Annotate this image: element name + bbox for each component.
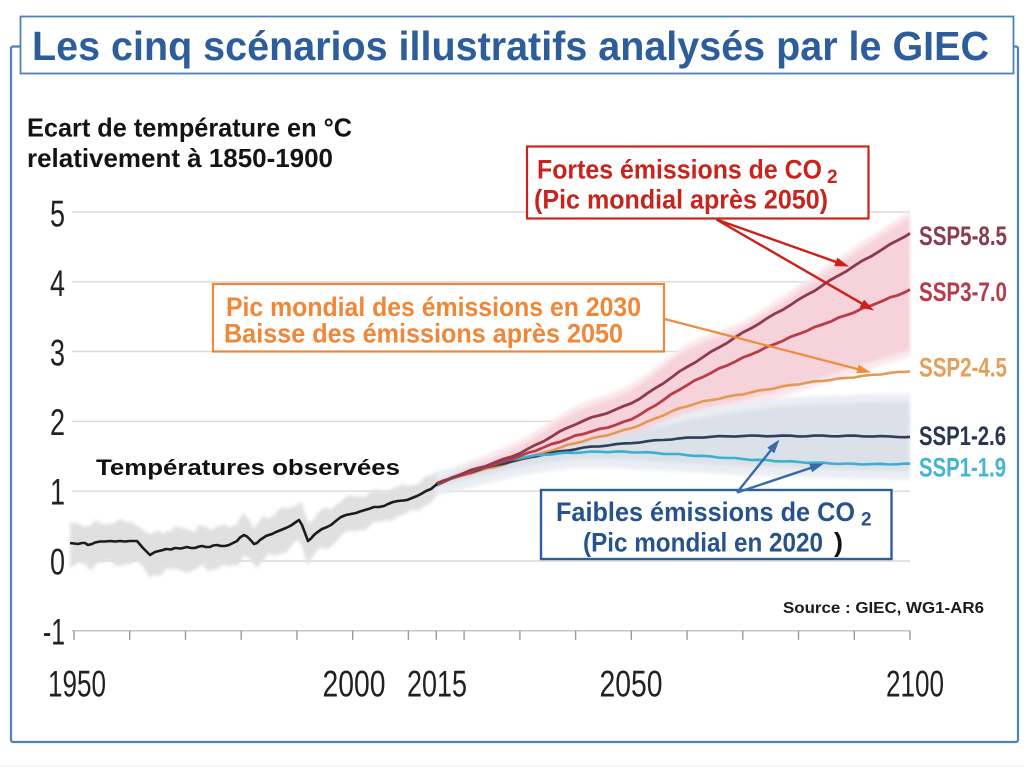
svg-text:Baisse des émissions après 205: Baisse des émissions après 2050 (224, 318, 623, 348)
svg-text:Les cinq scénarios illustratif: Les cinq scénarios illustratifs analysés… (32, 23, 989, 69)
svg-text:2100: 2100 (886, 664, 944, 705)
svg-text:(Pic mondial après 2050): (Pic mondial après 2050) (534, 185, 828, 215)
svg-text:SSP1-1.9: SSP1-1.9 (919, 453, 1006, 483)
svg-text:0: 0 (50, 541, 65, 582)
svg-text:Fortes émissions de CO: Fortes émissions de CO (537, 155, 822, 185)
svg-text:Températures observées: Températures observées (96, 455, 400, 480)
svg-text:3: 3 (50, 333, 65, 374)
svg-text:SSP2-4.5: SSP2-4.5 (919, 353, 1007, 383)
svg-text:2050: 2050 (600, 664, 663, 705)
svg-text:-1: -1 (43, 611, 65, 652)
svg-text:Ecart de température en °C: Ecart de température en °C (27, 112, 352, 142)
svg-text:(Pic mondial en 2020: (Pic mondial en 2020 (583, 528, 823, 558)
svg-text:Pic mondial des émissions en 2: Pic mondial des émissions en 2030 (226, 292, 641, 322)
svg-text:SSP3-7.0: SSP3-7.0 (919, 277, 1007, 307)
svg-text:): ) (834, 528, 843, 558)
svg-text:4: 4 (50, 263, 65, 304)
svg-text:2000: 2000 (323, 664, 386, 705)
svg-text:Faibles émissions de CO: Faibles émissions de CO (556, 497, 855, 527)
svg-text:2: 2 (50, 402, 65, 443)
svg-text:2015: 2015 (407, 664, 467, 705)
svg-text:2: 2 (861, 510, 872, 531)
svg-text:relativement à 1850-1900: relativement à 1850-1900 (27, 143, 333, 173)
svg-text:1: 1 (50, 472, 65, 513)
svg-text:Source : GIEC, WG1-AR6: Source : GIEC, WG1-AR6 (783, 600, 984, 617)
svg-text:5: 5 (50, 193, 65, 234)
svg-text:1950: 1950 (48, 664, 106, 705)
svg-text:2: 2 (827, 167, 838, 188)
svg-text:SSP1-2.6: SSP1-2.6 (919, 421, 1006, 451)
svg-text:SSP5-8.5: SSP5-8.5 (919, 221, 1007, 251)
